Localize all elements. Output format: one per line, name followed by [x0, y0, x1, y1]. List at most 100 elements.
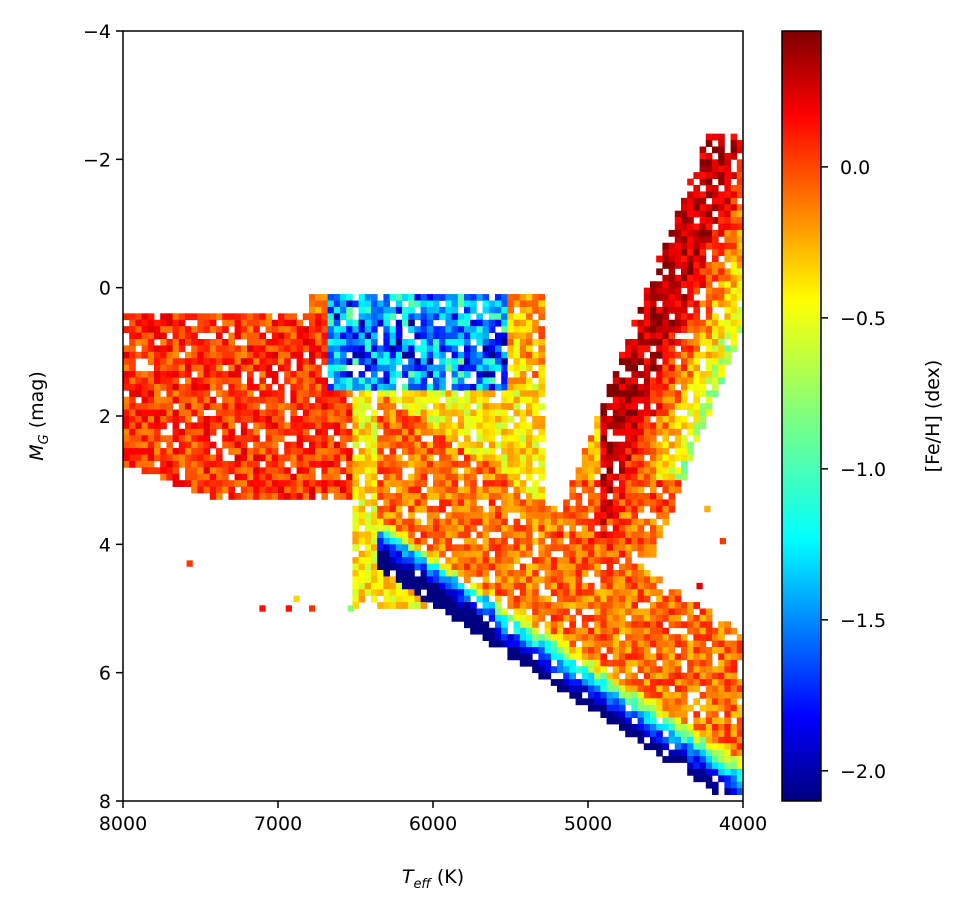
heatmap-cell: [705, 775, 713, 783]
heatmap-cell: [519, 409, 527, 417]
heatmap-cell: [240, 441, 248, 449]
heatmap-cell: [656, 377, 663, 385]
heatmap-cell: [420, 602, 428, 609]
heatmap-cell: [315, 351, 322, 359]
heatmap-cell: [619, 589, 626, 597]
heatmap-cell: [309, 390, 316, 398]
heatmap-cell: [724, 281, 731, 289]
heatmap-cell: [302, 428, 310, 436]
heatmap-cell: [265, 467, 273, 475]
heatmap-cell: [699, 422, 707, 430]
heatmap-cell: [129, 390, 136, 398]
heatmap-cell: [476, 582, 483, 590]
heatmap-cell: [259, 441, 266, 449]
heatmap-cell: [426, 428, 434, 436]
heatmap-cell: [395, 544, 403, 552]
heatmap-cell: [631, 454, 638, 462]
heatmap-cell: [488, 589, 496, 597]
heatmap-cell: [495, 627, 502, 635]
heatmap-cell: [271, 454, 279, 462]
heatmap-cell: [532, 614, 539, 622]
heatmap-cell: [185, 326, 192, 333]
heatmap-cell: [619, 409, 626, 417]
heatmap-cell: [507, 396, 514, 404]
heatmap-cell: [631, 602, 638, 609]
heatmap-cell: [154, 371, 161, 378]
heatmap-cell: [482, 358, 490, 366]
heatmap-cell: [457, 377, 465, 385]
heatmap-cell: [625, 563, 632, 571]
heatmap-cell: [346, 493, 353, 500]
heatmap-cell: [606, 473, 614, 481]
heatmap-cell: [643, 672, 651, 680]
heatmap-cell: [371, 473, 378, 481]
heatmap-cell: [284, 351, 291, 359]
heatmap-cell: [724, 313, 731, 321]
heatmap-cell: [674, 486, 682, 494]
heatmap-cell: [433, 390, 440, 398]
heatmap-cell: [736, 704, 744, 712]
heatmap-cell: [557, 627, 564, 635]
heatmap-cell: [395, 576, 403, 584]
heatmap-cell: [240, 493, 248, 500]
heatmap-cell: [402, 589, 409, 597]
heatmap-cell: [271, 480, 279, 487]
heatmap-cell: [364, 486, 372, 494]
heatmap-cell: [631, 512, 638, 520]
heatmap-cell: [408, 345, 415, 353]
heatmap-cell: [377, 441, 384, 449]
heatmap-cell: [600, 557, 607, 564]
heatmap-cell: [519, 383, 527, 391]
heatmap-cell: [501, 313, 508, 321]
heatmap-cell: [166, 454, 173, 462]
heatmap-cell: [526, 428, 533, 436]
heatmap-cell: [544, 627, 552, 635]
heatmap-cell: [718, 242, 725, 250]
heatmap-cell: [581, 621, 589, 629]
heatmap-cell: [687, 371, 694, 378]
heatmap-cell: [247, 480, 254, 487]
heatmap-cell: [135, 313, 142, 321]
heatmap-cell: [253, 454, 260, 462]
heatmap-cell: [414, 602, 421, 609]
heatmap-cell: [594, 480, 601, 487]
heatmap-cell: [414, 499, 421, 507]
heatmap-cell: [445, 448, 452, 455]
heatmap-cell: [364, 582, 372, 590]
heatmap-cell: [718, 294, 725, 301]
heatmap-cell: [662, 486, 669, 494]
heatmap-cell: [321, 313, 328, 321]
heatmap-cell: [433, 377, 440, 385]
heatmap-cell: [532, 493, 539, 500]
heatmap-cell: [668, 306, 676, 314]
heatmap-cell: [395, 371, 403, 378]
heatmap-cell: [154, 319, 161, 327]
heatmap-cell: [482, 326, 490, 333]
heatmap-cell: [563, 659, 570, 667]
heatmap-cell: [395, 339, 403, 346]
heatmap-cell: [488, 505, 496, 513]
heatmap-cell: [507, 589, 514, 597]
heatmap-cell: [544, 557, 552, 564]
heatmap-cell: [402, 371, 409, 378]
heatmap-cell: [631, 377, 638, 385]
heatmap-cell: [377, 531, 384, 539]
heatmap-cell: [674, 749, 682, 757]
heatmap-cell: [612, 570, 620, 577]
heatmap-cell: [358, 460, 366, 468]
heatmap-cell: [240, 454, 248, 462]
heatmap-cell: [643, 704, 651, 712]
heatmap-cell: [265, 435, 273, 443]
heatmap-cell: [563, 634, 570, 641]
heatmap-cell: [451, 608, 459, 616]
heatmap-cell: [693, 428, 700, 436]
heatmap-cell: [203, 441, 211, 449]
heatmap-cell: [296, 428, 304, 436]
heatmap-cell: [575, 685, 583, 693]
heatmap-cell: [321, 460, 328, 468]
heatmap-cell: [699, 377, 707, 385]
heatmap-cell: [538, 550, 545, 558]
heatmap-cell: [439, 602, 446, 609]
heatmap-cell: [476, 435, 483, 443]
heatmap-cell: [408, 493, 415, 500]
